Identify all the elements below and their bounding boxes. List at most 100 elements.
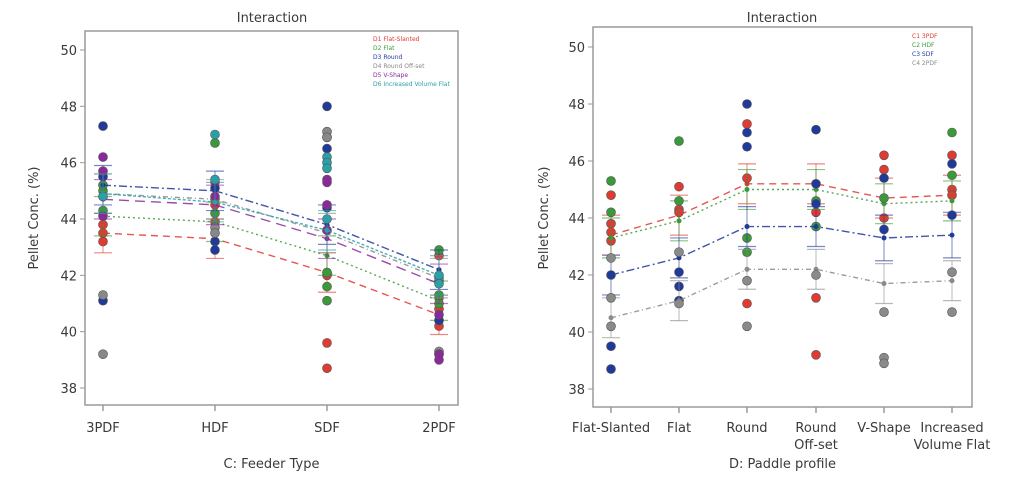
chart-2: Interaction 38 40 42 44 46 48 50 Pellet Conc. (%… — [537, 11, 990, 472]
data-point — [210, 129, 220, 140]
data-point — [947, 159, 957, 169]
data-point — [322, 143, 332, 154]
mean-marker — [949, 232, 955, 238]
x-axis-label: D: Paddle profile — [729, 457, 836, 472]
data-point — [322, 214, 332, 224]
mean-line — [610, 183, 953, 236]
mean-marker — [881, 281, 887, 287]
mean-marker — [744, 187, 750, 192]
data-point — [879, 307, 889, 317]
data-point — [674, 247, 684, 257]
data-point — [742, 119, 752, 129]
mean-line — [102, 184, 440, 271]
data-point — [322, 163, 332, 174]
data-point — [811, 179, 821, 189]
legend-entry: D3 Round — [373, 54, 403, 61]
series-3 — [94, 101, 448, 326]
data-point — [98, 236, 108, 247]
mean-marker — [608, 315, 614, 321]
x-tick-label: V-Shape — [857, 421, 911, 436]
data-point — [674, 136, 684, 146]
data-point — [322, 200, 332, 210]
series-2 — [94, 138, 448, 321]
y-tick-label: 38 — [60, 382, 77, 397]
y-tick-label: 46 — [568, 155, 585, 170]
legend-entry: C2 HDF — [912, 42, 935, 49]
data-point — [98, 349, 108, 360]
mean-marker — [744, 224, 750, 230]
data-point — [98, 290, 108, 300]
x-tick-label: Flat — [667, 421, 691, 436]
data-point — [879, 193, 889, 203]
series-5 — [94, 152, 448, 365]
data-point — [434, 309, 444, 320]
data-point — [322, 101, 332, 112]
x-tick-label: Round Off-set — [794, 421, 838, 453]
legend-entry: C4 2PDF — [912, 60, 938, 67]
mean-line — [610, 268, 953, 319]
mean-marker — [324, 227, 330, 233]
y-tick-label: 50 — [568, 41, 585, 56]
mean-marker — [608, 235, 614, 241]
mean-marker — [949, 198, 955, 204]
mean-line — [102, 215, 440, 302]
y-tick-label: 44 — [568, 212, 585, 227]
chart-title: Interaction — [747, 11, 818, 26]
data-point — [322, 338, 332, 348]
data-point — [742, 99, 752, 109]
data-point — [434, 278, 444, 289]
y-tick-label: 46 — [60, 157, 77, 172]
data-point — [606, 176, 616, 186]
data-point — [947, 127, 957, 138]
data-point — [742, 141, 752, 152]
data-point — [811, 198, 821, 209]
series-1 — [602, 119, 961, 360]
legend-entry: C3 SDF — [912, 51, 934, 58]
mean-marker — [676, 218, 682, 224]
data-point — [210, 138, 220, 148]
data-point — [606, 364, 616, 374]
data-point — [322, 177, 332, 188]
data-point — [947, 307, 957, 317]
legend: D1 Flat-Slanted D2 Flat D3 Round D4 Round O… — [373, 36, 450, 88]
data-point — [98, 121, 108, 131]
series-4 — [602, 247, 961, 369]
data-point — [606, 207, 616, 218]
series-4 — [94, 126, 448, 360]
mean-marker — [881, 235, 887, 241]
legend-entry: D4 Round Off-set — [373, 63, 425, 70]
y-tick-label: 48 — [60, 100, 77, 115]
data-point — [606, 321, 616, 332]
x-tick-label: 3PDF — [86, 421, 120, 436]
data-point — [98, 152, 108, 162]
x-axis-label: C: Feeder Type — [224, 457, 320, 472]
data-point — [879, 224, 889, 235]
data-point — [674, 267, 684, 277]
legend-entry: D2 Flat — [373, 45, 395, 52]
y-tick-label: 44 — [60, 213, 77, 228]
mean-marker — [949, 278, 955, 284]
y-tick-label: 40 — [60, 326, 77, 341]
data-point — [98, 191, 108, 202]
data-point — [434, 355, 444, 365]
x-tick-label: SDF — [314, 421, 340, 436]
data-point — [947, 267, 957, 277]
data-point — [742, 127, 752, 138]
x-tick-label: Increased Volume Flat — [914, 421, 991, 453]
data-point — [674, 196, 684, 206]
data-point — [322, 132, 332, 143]
mean-marker — [744, 266, 750, 272]
data-point — [210, 236, 220, 247]
plot-frame — [84, 30, 459, 406]
legend-entry: D1 Flat-Slanted — [373, 36, 420, 43]
data-point — [879, 164, 889, 175]
data-point — [322, 267, 332, 278]
x-tick-label: Flat-Slanted — [572, 421, 650, 436]
data-point — [322, 295, 332, 306]
series-2 — [602, 127, 961, 259]
data-point — [322, 281, 332, 292]
data-point — [879, 358, 889, 369]
data-point — [210, 174, 220, 185]
data-point — [742, 298, 752, 309]
